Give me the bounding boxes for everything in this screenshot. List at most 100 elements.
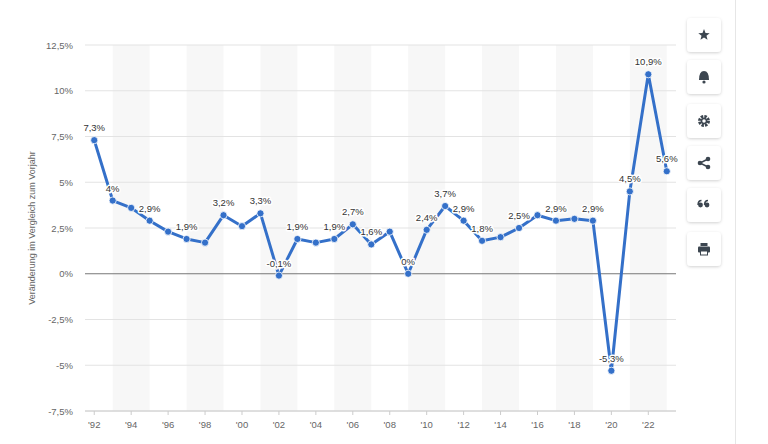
point: [663, 168, 670, 175]
point: [331, 235, 338, 242]
data-label: 4,5%: [619, 173, 641, 184]
point: [91, 137, 98, 144]
x-tick-label: '14: [494, 419, 506, 430]
grid-line: [85, 411, 676, 412]
data-label: -5,3%: [599, 353, 624, 364]
series: [91, 71, 671, 375]
grid-line: [85, 182, 676, 183]
y-tick-label: 5%: [59, 177, 73, 188]
x-tick: [168, 411, 169, 415]
point: [552, 217, 559, 224]
point: [220, 212, 227, 219]
divider: [735, 0, 736, 444]
tool-button[interactable]: [687, 104, 721, 138]
y-tick-label: 2,5%: [51, 223, 73, 234]
data-label: 1,6%: [360, 226, 382, 237]
point: [405, 270, 412, 277]
x-tick: [537, 411, 538, 415]
y-tick-label: -5%: [56, 360, 73, 371]
point: [460, 217, 467, 224]
x-tick: [463, 411, 464, 415]
x-tick-label: '16: [531, 419, 543, 430]
icon-gear-hub: [702, 119, 707, 124]
x-tick: [574, 411, 575, 415]
data-label: 2,9%: [545, 203, 567, 214]
x-tick: [131, 411, 132, 415]
data-label: 2,9%: [453, 203, 475, 214]
zero-line: [85, 273, 676, 274]
x-axis-line: [85, 411, 676, 412]
icon-share-dot: [706, 165, 711, 170]
point: [645, 71, 652, 78]
y-tick-label: 12,5%: [46, 40, 73, 51]
grid: [85, 45, 676, 411]
point: [146, 217, 153, 224]
grid-line: [85, 90, 676, 91]
toolbar: [687, 18, 721, 266]
x-tick: [426, 411, 427, 415]
grid-line: [85, 136, 676, 137]
tool-button[interactable]: [687, 188, 721, 222]
x-tick-label: '94: [125, 419, 137, 430]
tool-button[interactable]: [687, 146, 721, 180]
data-label: 3,7%: [434, 188, 456, 199]
x-tick-label: '08: [384, 419, 396, 430]
point: [109, 197, 116, 204]
x-tick: [315, 411, 316, 415]
x-tick: [611, 411, 612, 415]
point: [442, 202, 449, 209]
y-tick-label: 7,5%: [51, 131, 73, 142]
point: [423, 226, 430, 233]
data-label: 3,2%: [213, 197, 235, 208]
icon-print-paper: [701, 251, 708, 255]
tool-button[interactable]: [687, 232, 721, 266]
x-tick-label: '22: [642, 419, 654, 430]
x-tick: [241, 411, 242, 415]
point: [201, 239, 208, 246]
data-label: 10,9%: [635, 56, 662, 67]
y-tick-label: 10%: [54, 85, 74, 96]
x-tick: [389, 411, 390, 415]
tool-button[interactable]: [687, 18, 721, 52]
icon-gear: [700, 117, 709, 126]
line: [94, 74, 667, 370]
point: [571, 215, 578, 222]
point: [515, 224, 522, 231]
data-label: 5,6%: [656, 153, 678, 164]
grid-line: [85, 319, 676, 320]
icon-star: [698, 29, 709, 40]
x-tick: [500, 411, 501, 415]
x-tick-label: '20: [605, 419, 617, 430]
icon-share-dot: [698, 161, 703, 166]
point: [128, 204, 135, 211]
x-tick-label: '96: [162, 419, 174, 430]
data-label: -0,1%: [267, 258, 292, 269]
data-label: 2,9%: [139, 203, 161, 214]
x-tick: [94, 411, 95, 415]
x-tick: [205, 411, 206, 415]
data-label: 2,4%: [416, 212, 438, 223]
y-tick-label: -7,5%: [48, 406, 73, 417]
point: [165, 228, 172, 235]
tool-button[interactable]: [687, 60, 721, 94]
point: [608, 367, 615, 374]
data-label: 1,8%: [471, 223, 493, 234]
point: [349, 221, 356, 228]
data-label: 7,3%: [83, 122, 105, 133]
x-tick-label: '02: [273, 419, 285, 430]
x-tick-label: '92: [88, 419, 100, 430]
icon-share-dot: [706, 157, 711, 162]
y-axis-title: Veränderung im Vergleich zum Vorjahr: [27, 151, 37, 305]
point: [275, 272, 282, 279]
data-label: 2,9%: [582, 203, 604, 214]
point: [626, 188, 633, 195]
x-tick-label: '12: [457, 419, 469, 430]
chart: -7,5%-5%-2,5%0%2,5%5%7,5%10%12,5%'92'94'…: [0, 0, 768, 444]
data-label: 1,9%: [287, 221, 309, 232]
x-tick-label: '00: [236, 419, 248, 430]
y-tick-label: -2,5%: [48, 314, 73, 325]
icon-print-top: [701, 243, 708, 246]
x-tick: [278, 411, 279, 415]
x-tick-label: '18: [568, 419, 580, 430]
point: [478, 237, 485, 244]
